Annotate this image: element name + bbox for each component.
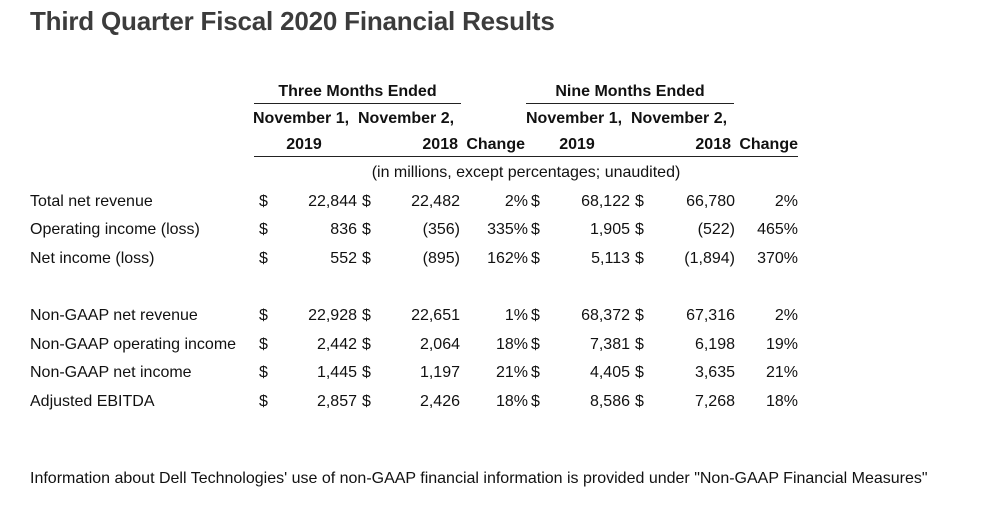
units-note: (in millions, except percentages; unaudi… xyxy=(371,164,681,181)
q-2018-value: 2,064 xyxy=(419,336,460,353)
row-label: Total net revenue xyxy=(30,193,153,210)
q-change-value: 335% xyxy=(487,221,528,238)
n-change-value: 18% xyxy=(765,393,798,410)
q-change-value: 18% xyxy=(495,393,528,410)
nine-months-underline xyxy=(526,103,734,104)
q-change-value: 162% xyxy=(487,250,528,267)
footer-note: Information about Dell Technologies' use… xyxy=(30,470,928,487)
n-nov1-header: November 1, xyxy=(526,110,623,127)
dollar-sign: $ xyxy=(635,364,644,381)
q-2018-value: 22,651 xyxy=(411,307,460,324)
dollar-sign: $ xyxy=(531,393,540,410)
n-2018-value: 66,780 xyxy=(686,193,735,210)
dollar-sign: $ xyxy=(362,221,371,238)
dollar-sign: $ xyxy=(259,393,268,410)
dollar-sign: $ xyxy=(362,193,371,210)
n-2018-value: (522) xyxy=(697,221,735,238)
dollar-sign: $ xyxy=(259,250,268,267)
row-label: Non-GAAP net revenue xyxy=(30,307,198,324)
n-change-value: 2% xyxy=(774,193,798,210)
n-2019-value: 8,586 xyxy=(589,393,630,410)
n-change-value: 465% xyxy=(757,221,798,238)
q-2019-value: 1,445 xyxy=(316,364,357,381)
n-2019-value: 5,113 xyxy=(591,250,630,267)
q-2018-value: 1,197 xyxy=(419,364,460,381)
q-change-value: 1% xyxy=(504,307,528,324)
n-2019-value: 1,905 xyxy=(589,221,630,238)
q-2018-value: 2,426 xyxy=(419,393,460,410)
q-change-value: 2% xyxy=(504,193,528,210)
dollar-sign: $ xyxy=(362,250,371,267)
row-label: Non-GAAP net income xyxy=(30,364,192,381)
q-2019-value: 22,928 xyxy=(308,307,357,324)
row-label: Net income (loss) xyxy=(30,250,155,267)
n-2019-value: 68,372 xyxy=(581,307,630,324)
n-2019-header: 2019 xyxy=(559,136,595,153)
n-2019-value: 7,381 xyxy=(589,336,630,353)
dollar-sign: $ xyxy=(362,336,371,353)
n-2018-header: 2018 xyxy=(695,136,731,153)
dollar-sign: $ xyxy=(635,193,644,210)
n-2018-value: 6,198 xyxy=(694,336,735,353)
dollar-sign: $ xyxy=(259,221,268,238)
q-2018-header: 2018 xyxy=(422,136,458,153)
n-2019-value: 68,122 xyxy=(581,193,630,210)
dollar-sign: $ xyxy=(635,307,644,324)
nine-months-header: Nine Months Ended xyxy=(555,83,705,100)
q-change-value: 18% xyxy=(495,336,528,353)
q-2019-header: 2019 xyxy=(286,136,322,153)
dollar-sign: $ xyxy=(635,250,644,267)
q-nov2-header: November 2, xyxy=(358,110,455,127)
q-2019-value: 2,857 xyxy=(316,393,357,410)
dollar-sign: $ xyxy=(635,221,644,238)
dollar-sign: $ xyxy=(531,336,540,353)
dollar-sign: $ xyxy=(531,307,540,324)
row-label: Non-GAAP operating income xyxy=(30,336,237,353)
n-2018-value: 3,635 xyxy=(694,364,735,381)
three-months-header: Three Months Ended xyxy=(278,83,437,100)
dollar-sign: $ xyxy=(635,393,644,410)
row-label: Adjusted EBITDA xyxy=(30,393,155,410)
dollar-sign: $ xyxy=(362,364,371,381)
q-change-value: 21% xyxy=(495,364,528,381)
q-change-header: Change xyxy=(466,136,525,153)
n-2018-value: 67,316 xyxy=(686,307,735,324)
header-underline xyxy=(254,156,798,157)
n-change-value: 19% xyxy=(765,336,798,353)
q-nov1-header: November 1, xyxy=(253,110,350,127)
dollar-sign: $ xyxy=(635,336,644,353)
q-2019-value: 552 xyxy=(330,250,357,267)
q-2019-value: 2,442 xyxy=(316,336,357,353)
n-2019-value: 4,405 xyxy=(589,364,630,381)
q-2018-value: 22,482 xyxy=(411,193,460,210)
page-title: Third Quarter Fiscal 2020 Financial Resu… xyxy=(30,6,555,36)
n-2018-value: 7,268 xyxy=(694,393,735,410)
dollar-sign: $ xyxy=(259,364,268,381)
three-months-underline xyxy=(254,103,461,104)
q-2019-value: 22,844 xyxy=(308,193,357,210)
dollar-sign: $ xyxy=(531,364,540,381)
n-change-value: 2% xyxy=(774,307,798,324)
n-change-value: 370% xyxy=(757,250,798,267)
q-2018-value: (356) xyxy=(422,221,460,238)
dollar-sign: $ xyxy=(531,221,540,238)
dollar-sign: $ xyxy=(259,336,268,353)
dollar-sign: $ xyxy=(259,193,268,210)
dollar-sign: $ xyxy=(259,307,268,324)
n-change-header: Change xyxy=(739,136,798,153)
dollar-sign: $ xyxy=(362,307,371,324)
q-2018-value: (895) xyxy=(422,250,460,267)
n-nov2-header: November 2, xyxy=(631,110,728,127)
n-change-value: 21% xyxy=(765,364,798,381)
n-2018-value: (1,894) xyxy=(684,250,735,267)
row-label: Operating income (loss) xyxy=(30,221,200,238)
dollar-sign: $ xyxy=(531,193,540,210)
q-2019-value: 836 xyxy=(330,221,357,238)
dollar-sign: $ xyxy=(531,250,540,267)
dollar-sign: $ xyxy=(362,393,371,410)
